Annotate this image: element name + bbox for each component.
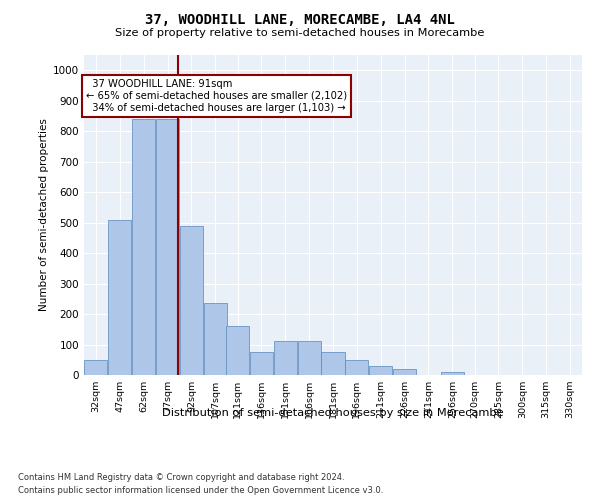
Bar [204,304,227,375]
Bar [85,360,107,375]
Bar [322,352,344,375]
Text: 37 WOODHILL LANE: 91sqm
← 65% of semi-detached houses are smaller (2,102)
  34% : 37 WOODHILL LANE: 91sqm ← 65% of semi-de… [86,80,347,112]
Bar [156,119,179,375]
Bar [250,352,273,375]
Bar [369,366,392,375]
Bar [441,372,464,375]
Bar [393,369,416,375]
Text: Distribution of semi-detached houses by size in Morecambe: Distribution of semi-detached houses by … [162,408,504,418]
Bar [132,119,155,375]
Bar [346,360,368,375]
Text: Size of property relative to semi-detached houses in Morecambe: Size of property relative to semi-detach… [115,28,485,38]
Text: Contains public sector information licensed under the Open Government Licence v3: Contains public sector information licen… [18,486,383,495]
Bar [180,226,203,375]
Bar [298,342,320,375]
Text: 37, WOODHILL LANE, MORECAMBE, LA4 4NL: 37, WOODHILL LANE, MORECAMBE, LA4 4NL [145,12,455,26]
Bar [226,326,249,375]
Text: Contains HM Land Registry data © Crown copyright and database right 2024.: Contains HM Land Registry data © Crown c… [18,472,344,482]
Bar [108,220,131,375]
Bar [274,342,297,375]
Y-axis label: Number of semi-detached properties: Number of semi-detached properties [39,118,49,312]
